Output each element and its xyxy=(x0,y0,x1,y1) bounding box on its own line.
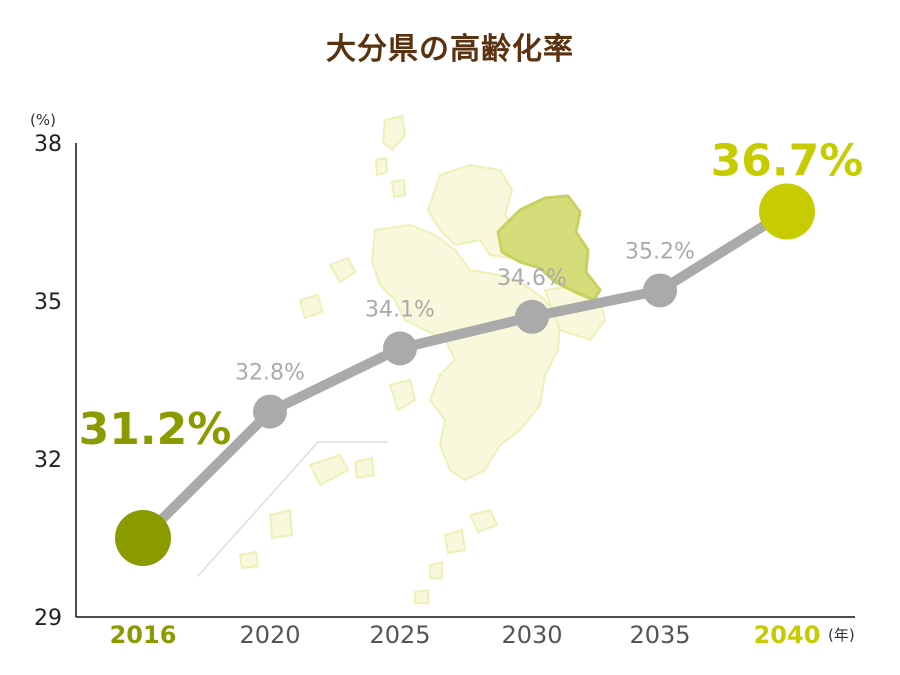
series-line xyxy=(139,207,790,542)
data-points xyxy=(115,183,815,566)
x-unit-label: (年) xyxy=(828,626,855,644)
data-label: 34.6% xyxy=(497,266,567,291)
y-tick-label: 35 xyxy=(34,290,62,315)
leader-line xyxy=(197,441,388,577)
x-tick-label: 2040 xyxy=(754,621,821,649)
data-label: 34.1% xyxy=(365,297,435,322)
data-label: 36.7% xyxy=(711,135,864,186)
x-ticks: 2016 2020 2025 2030 2035 2040 xyxy=(110,621,821,649)
data-point xyxy=(253,394,287,429)
data-point xyxy=(643,273,677,308)
data-point xyxy=(759,183,815,240)
x-tick-label: 2016 xyxy=(110,621,177,649)
y-tick-label: 32 xyxy=(34,448,62,473)
x-tick-label: 2030 xyxy=(501,621,562,649)
data-point xyxy=(383,331,417,366)
series-polyline xyxy=(139,207,790,542)
y-tick-label: 29 xyxy=(34,606,62,631)
data-label: 32.8% xyxy=(235,361,305,386)
data-label: 31.2% xyxy=(79,404,232,455)
x-tick-label: 2035 xyxy=(629,621,690,649)
data-point xyxy=(515,299,549,334)
x-tick-label: 2020 xyxy=(239,621,300,649)
oita-region-icon xyxy=(496,194,602,302)
y-tick-label: 38 xyxy=(34,132,62,157)
kyushu-map-icon xyxy=(238,114,607,604)
data-labels: 31.2%32.8% 34.1% 34.6% 35.2% 36.7% xyxy=(79,135,864,455)
data-label: 35.2% xyxy=(625,239,695,264)
chart-title: 大分県の高齢化率 xyxy=(326,32,574,67)
y-ticks: 29 32 35 38 xyxy=(34,132,62,631)
x-tick-label: 2025 xyxy=(369,621,430,649)
y-unit-label: (%) xyxy=(30,111,56,129)
data-point xyxy=(115,510,171,566)
